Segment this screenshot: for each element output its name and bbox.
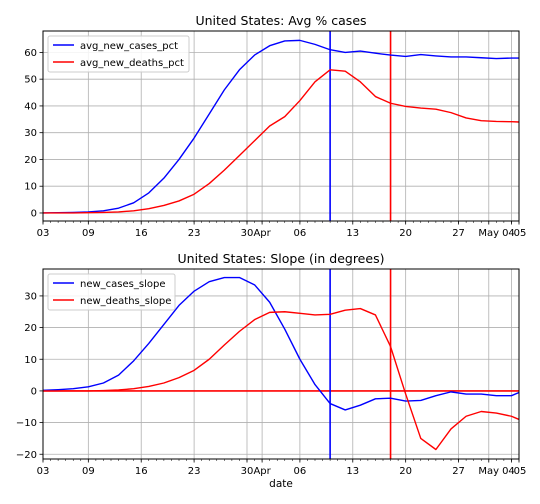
x-tick-label: 04	[502, 466, 515, 477]
legend-box	[47, 35, 190, 73]
x-tick-label: 23	[188, 466, 201, 477]
plot-frame	[42, 30, 520, 222]
x-tick-label: 30	[241, 228, 254, 239]
x-tick-label: 27	[452, 466, 465, 477]
y-axis-ticks: 0 10 20 30 40 50 60	[24, 48, 43, 219]
y-tick-label: 60	[24, 48, 37, 59]
y-tick-label: 10	[24, 182, 37, 193]
x-tick-label: 05	[514, 228, 527, 239]
chart-title: United States: Avg % cases	[195, 13, 366, 28]
plot-frame	[42, 268, 520, 460]
x-tick-label: 03	[37, 466, 50, 477]
x-tick-label: Apr	[253, 466, 271, 477]
x-tick-label: May	[478, 466, 499, 477]
chart-slope: United States: Slope (in degrees) −20 −10…	[16, 251, 526, 490]
x-tick-label: 05	[514, 466, 527, 477]
grid	[43, 31, 519, 221]
series-lines	[42, 276, 520, 451]
y-tick-label: −10	[16, 418, 37, 429]
x-tick-label: 03	[37, 228, 50, 239]
x-tick-label: 16	[135, 466, 148, 477]
y-axis-ticks: −20 −10 0 10 20 30	[16, 291, 43, 461]
x-tick-label: 13	[346, 466, 359, 477]
y-tick-label: 30	[24, 291, 37, 302]
x-tick-label: 16	[135, 228, 148, 239]
legend-label-deaths: new_deaths_slope	[80, 296, 171, 307]
x-tick-label: 04	[502, 228, 515, 239]
series-line-new-deaths-slope	[43, 307, 520, 451]
x-tick-label: Apr	[253, 228, 271, 239]
x-tick-label: 09	[82, 228, 95, 239]
legend-box	[47, 273, 176, 311]
y-tick-label: 30	[24, 128, 37, 139]
y-tick-label: 20	[24, 155, 37, 166]
y-tick-label: 0	[31, 208, 37, 219]
y-tick-label: 10	[24, 355, 37, 366]
y-tick-label: −20	[16, 450, 37, 461]
x-tick-label: 06	[294, 466, 307, 477]
legend-label-cases: new_cases_slope	[80, 279, 165, 290]
legend: new_cases_slope new_deaths_slope	[47, 273, 176, 311]
x-tick-label: 20	[399, 466, 412, 477]
x-tick-label: 27	[452, 228, 465, 239]
legend-label-cases: avg_new_cases_pct	[80, 41, 178, 52]
series-lines	[42, 39, 520, 214]
series-line-avg-new-deaths-pct	[43, 69, 520, 214]
x-tick-label: 13	[346, 228, 359, 239]
legend-label-deaths: avg_new_deaths_pct	[80, 58, 184, 69]
chart-avg-pct: United States: Avg % cases 0 10 20 30 40 50 60…	[24, 13, 526, 239]
x-axis-label: date	[269, 478, 293, 490]
event-lines	[329, 269, 392, 459]
legend: avg_new_cases_pct avg_new_deaths_pct	[47, 35, 190, 73]
x-tick-label: 20	[399, 228, 412, 239]
x-tick-label: 30	[241, 466, 254, 477]
x-tick-label: May	[478, 228, 499, 239]
y-tick-label: 0	[31, 386, 37, 397]
chart-title: United States: Slope (in degrees)	[178, 251, 385, 266]
series-line-new-cases-slope	[42, 276, 520, 411]
y-tick-label: 50	[24, 75, 37, 86]
x-tick-label: 06	[294, 228, 307, 239]
x-tick-label: 09	[82, 466, 95, 477]
series-line-avg-new-cases-pct	[42, 39, 519, 214]
x-tick-label: 23	[188, 228, 201, 239]
y-tick-label: 20	[24, 323, 37, 334]
y-tick-label: 40	[24, 101, 37, 112]
event-lines	[329, 31, 392, 221]
